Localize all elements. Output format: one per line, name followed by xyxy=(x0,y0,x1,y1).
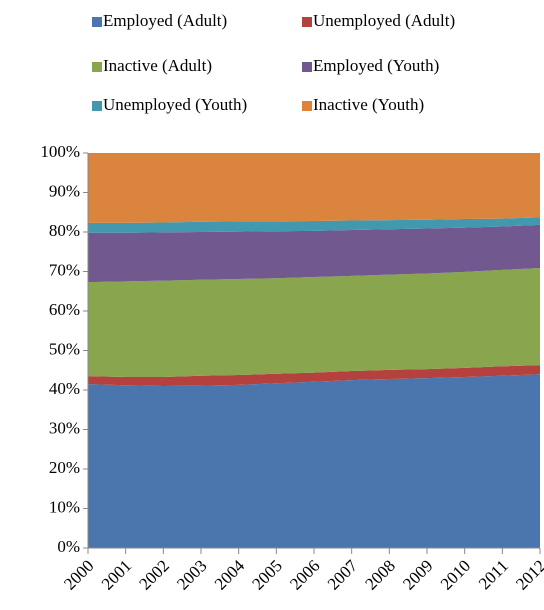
x-tick-label: 2001 xyxy=(98,556,135,593)
x-tick-label: 2002 xyxy=(135,556,172,593)
x-tick-label: 2009 xyxy=(399,556,436,593)
x-tick-label: 2006 xyxy=(286,556,323,593)
x-tick-label: 2003 xyxy=(173,556,210,593)
legend-swatch xyxy=(302,62,312,72)
x-tick-label: 2012 xyxy=(512,556,544,593)
y-tick-label: 80% xyxy=(49,221,80,240)
legend-label: Inactive (Youth) xyxy=(313,95,424,114)
y-tick-label: 10% xyxy=(49,497,80,516)
legend-swatch xyxy=(302,101,312,111)
legend-swatch xyxy=(92,101,102,111)
area xyxy=(88,365,540,387)
y-tick-label: 90% xyxy=(49,181,80,200)
legend-item: Inactive (Youth) xyxy=(302,95,424,114)
x-tick-label: 2000 xyxy=(60,556,97,593)
x-tick-label: 2011 xyxy=(475,556,512,593)
x-tick-label: 2005 xyxy=(248,556,285,593)
y-tick-label: 20% xyxy=(49,458,80,477)
y-tick-label: 0% xyxy=(57,537,80,556)
legend-item: Employed (Youth) xyxy=(302,56,439,75)
legend-label: Unemployed (Adult) xyxy=(313,11,455,30)
y-tick-label: 60% xyxy=(49,300,80,319)
y-tick-label: 40% xyxy=(49,379,80,398)
area xyxy=(88,217,540,233)
legend-item: Employed (Adult) xyxy=(92,11,227,30)
area xyxy=(88,153,540,223)
x-tick-label: 2007 xyxy=(324,556,362,594)
x-tick-label: 2010 xyxy=(437,556,474,593)
legend-label: Employed (Adult) xyxy=(103,11,227,30)
legend-swatch xyxy=(92,17,102,27)
legend-swatch xyxy=(302,17,312,27)
area xyxy=(88,267,540,377)
legend-item: Inactive (Adult) xyxy=(92,56,212,75)
legend-label: Inactive (Adult) xyxy=(103,56,212,75)
x-tick-label: 2008 xyxy=(361,556,398,593)
y-tick-label: 70% xyxy=(49,260,80,279)
legend-item: Unemployed (Adult) xyxy=(302,11,455,30)
legend-label: Unemployed (Youth) xyxy=(103,95,247,114)
legend-label: Employed (Youth) xyxy=(313,56,439,75)
area xyxy=(88,224,540,283)
y-tick-label: 100% xyxy=(40,142,80,161)
y-tick-label: 30% xyxy=(49,418,80,437)
area xyxy=(88,374,540,548)
y-tick-label: 50% xyxy=(49,339,80,358)
legend-swatch xyxy=(92,62,102,72)
legend-item: Unemployed (Youth) xyxy=(92,95,247,114)
x-tick-label: 2004 xyxy=(211,556,249,594)
